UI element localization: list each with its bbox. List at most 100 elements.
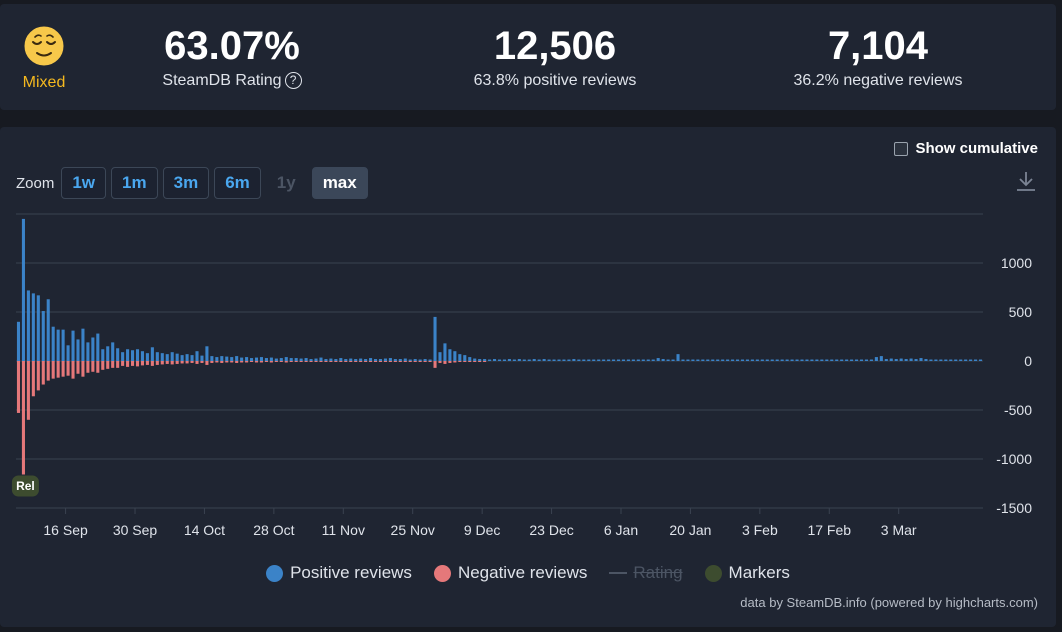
negative-bar	[190, 361, 194, 363]
negative-bar	[200, 361, 204, 363]
show-cumulative-toggle[interactable]: Show cumulative	[894, 140, 1038, 157]
negative-stat: 7,104 36.2% negative reviews	[778, 24, 978, 90]
positive-bar	[626, 359, 630, 361]
positive-bar	[577, 359, 581, 361]
x-tick-label: 30 Sep	[113, 522, 158, 538]
positive-bar	[597, 359, 601, 361]
legend-markers-label: Markers	[728, 563, 790, 582]
reviews-chart: 1000 500 0 -500 -1000 -1500 16 Sep 30 Sep 14 Oct…	[10, 213, 1032, 538]
positive-bar	[160, 353, 164, 361]
zoom-3m-button[interactable]: 3m	[162, 167, 210, 199]
positive-bar	[636, 359, 640, 361]
negative-bar	[443, 361, 447, 364]
negative-bar	[165, 361, 169, 364]
positive-bar	[458, 354, 462, 361]
positive-bar	[899, 358, 903, 361]
legend-rating[interactable]: Rating	[609, 563, 683, 583]
positive-bar	[850, 359, 854, 361]
review-summary: Mixed 63.07% SteamDB Rating? 12,506 63.8…	[0, 4, 1056, 110]
negative-bar	[185, 361, 189, 364]
positive-bar	[448, 349, 452, 361]
positive-bar	[403, 358, 407, 361]
legend-positive[interactable]: Positive reviews	[266, 563, 412, 583]
mood-label: Mixed	[22, 74, 66, 91]
positive-bar	[96, 333, 100, 361]
y-tick-label: 1000	[1001, 255, 1032, 271]
positive-bar	[373, 359, 378, 361]
positive-bar	[359, 358, 363, 361]
positive-bar	[502, 359, 506, 361]
negative-bar	[359, 361, 363, 362]
negative-label: 36.2% negative reviews	[793, 72, 963, 89]
positive-bar	[254, 357, 259, 361]
mood-indicator: Mixed	[14, 24, 74, 92]
positive-bar	[61, 329, 65, 361]
positive-bar	[676, 354, 680, 361]
positive-bar	[557, 359, 561, 361]
x-tick-label: 16 Sep	[43, 522, 88, 538]
positive-bar	[235, 356, 239, 361]
zoom-max-button[interactable]: max	[311, 167, 368, 199]
positive-bar	[711, 359, 715, 361]
negative-bar	[334, 361, 338, 362]
negative-bar	[468, 361, 472, 362]
positive-bar	[631, 359, 635, 361]
positive-bar	[760, 359, 764, 361]
negative-bar	[259, 361, 264, 363]
positive-bar	[507, 359, 511, 361]
negative-bar	[344, 361, 348, 362]
positive-stat: 12,506 63.8% positive reviews	[455, 24, 655, 90]
positive-bar	[220, 356, 224, 361]
positive-bar	[468, 357, 472, 361]
rating-stat: 63.07% SteamDB Rating?	[132, 24, 332, 90]
positive-bar	[820, 359, 824, 361]
positive-bar	[616, 359, 621, 361]
positive-bar	[512, 359, 516, 361]
positive-bar	[978, 359, 983, 361]
positive-bar	[646, 359, 650, 361]
download-icon[interactable]	[1016, 170, 1036, 197]
positive-bar	[527, 359, 531, 361]
positive-bar	[354, 359, 358, 361]
positive-bar	[309, 359, 313, 361]
positive-bar	[150, 347, 154, 361]
legend-markers[interactable]: Markers	[704, 563, 790, 583]
negative-bar	[458, 361, 462, 362]
negative-bar	[428, 361, 432, 362]
positive-bar	[126, 349, 130, 361]
zoom-1w-button[interactable]: 1w	[61, 167, 107, 199]
zoom-controls: Zoom 1w 1m 3m 6m 1y max	[16, 167, 373, 199]
negative-bar	[175, 361, 179, 364]
positive-bar	[532, 359, 536, 361]
negative-bar	[329, 361, 333, 362]
positive-bar	[954, 359, 958, 361]
positive-bar	[641, 359, 645, 361]
negative-bar	[235, 361, 239, 363]
positive-bar	[537, 359, 541, 361]
positive-bar	[116, 348, 120, 361]
legend-positive-label: Positive reviews	[290, 563, 412, 582]
positive-bar	[130, 350, 135, 361]
legend-negative[interactable]: Negative reviews	[433, 563, 587, 583]
negative-bar	[145, 361, 149, 365]
zoom-1m-button[interactable]: 1m	[111, 167, 158, 199]
positive-bar	[656, 358, 660, 361]
positive-bar	[383, 358, 387, 361]
help-icon[interactable]: ?	[284, 72, 302, 89]
positive-bar	[393, 359, 397, 361]
negative-bar	[319, 361, 323, 362]
negative-bar	[383, 361, 387, 362]
positive-bar	[547, 359, 551, 361]
positive-bar	[453, 351, 457, 361]
cumulative-checkbox[interactable]	[894, 141, 909, 156]
positive-bar	[582, 359, 586, 361]
positive-bar	[210, 356, 214, 361]
zoom-6m-button[interactable]: 6m	[214, 167, 261, 199]
cumulative-label: Show cumulative	[915, 140, 1038, 157]
positive-bar	[304, 358, 308, 361]
negative-count: 7,104	[827, 24, 929, 68]
chart-credits[interactable]: data by SteamDB.info (powered by highcha…	[740, 595, 1038, 610]
negative-bar	[106, 361, 110, 369]
positive-bar	[364, 359, 368, 361]
positive-bar	[135, 349, 140, 361]
